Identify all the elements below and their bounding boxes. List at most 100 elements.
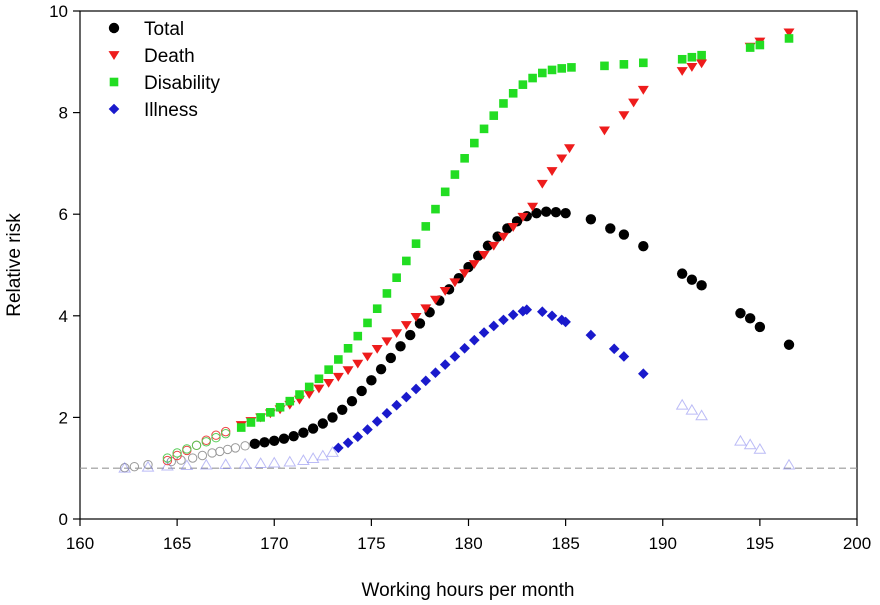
illness-point-19 <box>517 305 529 317</box>
legend-label-illness: Illness <box>144 100 198 121</box>
death-point-29 <box>517 212 529 222</box>
disability-point-8 <box>314 374 324 384</box>
disability-point-32 <box>547 65 557 75</box>
total-point-0 <box>249 438 261 450</box>
x-tick-label-8: 200 <box>843 534 871 553</box>
disability-point-28 <box>508 88 518 98</box>
disability-point-22 <box>450 170 460 179</box>
disability-point-31 <box>538 68 547 78</box>
illness-hollow-point-13 <box>326 446 339 457</box>
disability-point-34 <box>567 63 576 72</box>
death-point-24 <box>468 260 480 269</box>
total-point-14 <box>385 352 396 364</box>
illness-hollow-point-5 <box>219 458 233 470</box>
disability-point-39 <box>687 52 697 62</box>
illness-hollow-point-20 <box>782 458 796 470</box>
death-point-18 <box>410 312 422 322</box>
death-point-32 <box>546 167 558 176</box>
illness-hollow-point-2 <box>161 459 174 471</box>
x-tick-label-6: 190 <box>649 534 677 553</box>
legend-label-disability: Disability <box>144 73 221 94</box>
death-point-11 <box>342 366 354 376</box>
death-point-23 <box>459 269 471 279</box>
illness-hollow-point-4 <box>199 458 213 470</box>
total-hollow-point-5 <box>187 453 198 463</box>
illness-point-21 <box>537 306 548 318</box>
death-point-27 <box>497 232 509 242</box>
death-point-22 <box>449 278 461 288</box>
death-point-10 <box>332 372 344 382</box>
illness-point-12 <box>449 351 461 362</box>
illness-hollow-point-19 <box>753 442 767 454</box>
x-axis-title: Working hours per month <box>362 580 575 601</box>
death-hollow-point-5 <box>211 430 221 440</box>
disability-point-33 <box>557 64 567 73</box>
illness-point-23 <box>556 314 568 326</box>
illness-point-1 <box>342 437 354 449</box>
total-point-15 <box>395 341 406 352</box>
death-point-9 <box>323 379 335 388</box>
disability-point-15 <box>382 289 392 298</box>
illness-point-11 <box>439 359 451 370</box>
disability-point-19 <box>421 222 431 231</box>
death-point-31 <box>536 179 548 189</box>
disability-point-40 <box>697 50 706 60</box>
legend-marker-disability <box>109 77 119 87</box>
total-point-7 <box>317 418 329 429</box>
disability-point-13 <box>363 318 372 328</box>
death-point-44 <box>783 28 795 38</box>
disability-point-3 <box>266 408 275 417</box>
death-point-28 <box>507 223 519 232</box>
illness-point-26 <box>608 343 620 355</box>
total-point-4 <box>288 430 299 442</box>
death-point-35 <box>598 126 610 136</box>
death-point-39 <box>676 67 688 76</box>
disability-hollow-point-1 <box>172 448 182 458</box>
x-tick-label-0: 160 <box>66 534 94 553</box>
total-point-36 <box>638 241 649 252</box>
illness-point-9 <box>420 375 432 387</box>
illness-hollow-point-17 <box>734 434 747 446</box>
legend-label-total: Total <box>144 19 184 40</box>
illness-hollow-point-14 <box>675 398 689 410</box>
y-tick-label-1: 2 <box>59 408 68 427</box>
disability-point-43 <box>784 34 794 43</box>
disability-point-11 <box>343 344 353 353</box>
legend: Total Death Disability Illness <box>108 19 221 121</box>
illness-point-27 <box>618 351 630 362</box>
disability-point-16 <box>392 273 401 282</box>
illness-hollow-point-15 <box>685 403 699 415</box>
death-point-36 <box>618 111 630 121</box>
death-point-37 <box>628 98 640 108</box>
death-point-14 <box>371 344 383 354</box>
y-tick-label-0: 0 <box>59 510 68 529</box>
legend-label-death: Death <box>144 46 195 67</box>
death-hollow-point-6 <box>220 426 231 437</box>
disability-hollow-point-6 <box>220 428 231 439</box>
illness-point-5 <box>381 408 393 419</box>
y-tick-label-2: 4 <box>59 307 68 326</box>
total-point-30 <box>541 206 552 217</box>
death-point-38 <box>637 85 649 95</box>
total-point-17 <box>414 318 426 329</box>
total-hollow-point-8 <box>215 446 225 457</box>
total-point-12 <box>366 375 377 386</box>
total-point-6 <box>307 423 319 434</box>
y-tick-label-4: 8 <box>59 104 68 123</box>
illness-hollow-point-8 <box>267 456 281 468</box>
total-hollow-point-1 <box>129 461 140 472</box>
illness-point-13 <box>459 343 470 354</box>
total-point-37 <box>676 268 688 279</box>
illness-point-4 <box>371 416 383 427</box>
axis-ticks: 160 165 170 175 180 185 190 195 200 0 2 4 6 8 10 <box>49 2 871 553</box>
total-point-9 <box>337 404 348 415</box>
disability-point-9 <box>324 365 333 374</box>
death-point-15 <box>381 337 393 347</box>
total-point-10 <box>346 395 358 407</box>
x-tick-label-1: 165 <box>163 534 191 553</box>
total-point-33 <box>585 214 597 225</box>
total-point-1 <box>259 437 270 448</box>
death-point-30 <box>527 202 539 212</box>
illness-hollow-point-16 <box>695 409 708 421</box>
